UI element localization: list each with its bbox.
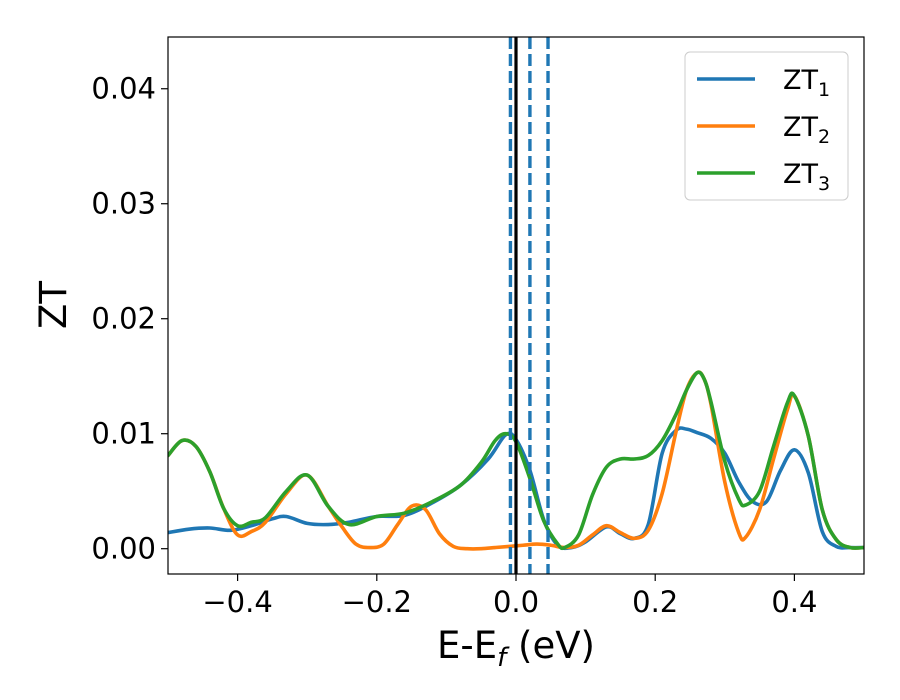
- y-tick-label: 0.02: [91, 302, 156, 336]
- reference-lines: [508, 37, 550, 574]
- legend-label-zt2: ZT2: [783, 112, 830, 148]
- y-tick-label: 0.00: [91, 532, 156, 566]
- legend: ZT1 ZT2 ZT3: [684, 51, 849, 201]
- x-axis-ticks: −0.4 −0.2 0.0 0.2 0.4: [202, 574, 817, 619]
- y-axis-ticks: 0.00 0.01 0.02 0.03 0.04: [91, 72, 168, 566]
- x-axis-title: E-Ef (eV): [437, 624, 595, 673]
- y-tick-label: 0.04: [91, 72, 156, 106]
- x-tick-label: 0.2: [632, 585, 678, 619]
- x-tick-label: 0.4: [771, 585, 817, 619]
- y-tick-label: 0.03: [91, 187, 156, 221]
- x-axis-title-unit: (eV): [506, 624, 595, 667]
- x-tick-label: −0.2: [342, 585, 412, 619]
- legend-box: [684, 51, 849, 201]
- y-axis-title: ZT: [32, 281, 75, 329]
- series-layer: [168, 370, 864, 551]
- x-tick-label: −0.4: [202, 585, 272, 619]
- y-tick-label: 0.01: [91, 417, 156, 451]
- legend-label-zt3: ZT3: [783, 159, 830, 195]
- series-line-zt3: [168, 370, 864, 551]
- legend-label-zt1: ZT1: [783, 65, 830, 101]
- x-axis-title-main: E-E: [437, 624, 497, 667]
- x-tick-label: 0.0: [493, 585, 539, 619]
